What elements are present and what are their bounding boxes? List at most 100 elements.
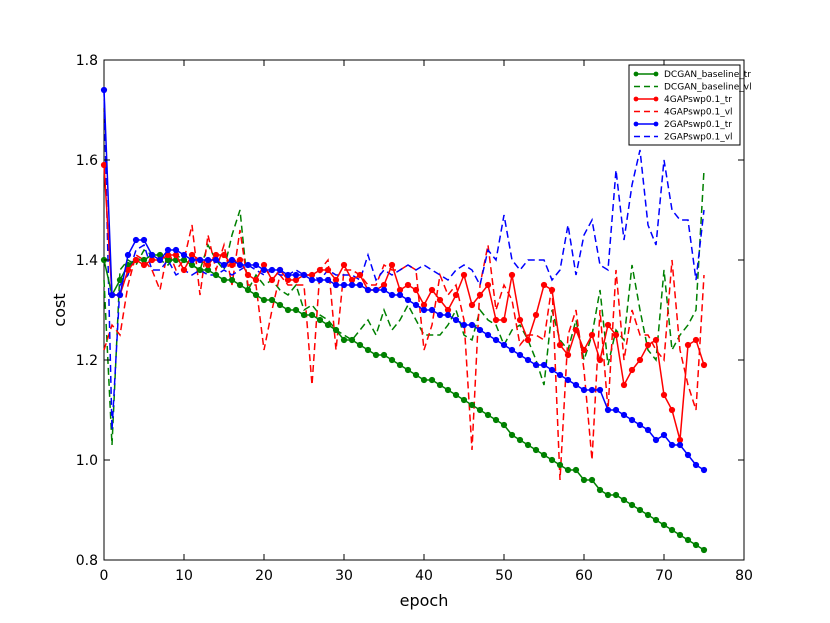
data-point-2gapswp0-1-tr [564, 376, 572, 384]
data-point-dcgan-baseline-tr [428, 376, 436, 384]
data-point-dcgan-baseline-tr [324, 321, 332, 329]
y-tick-label: 1.8 [76, 53, 98, 69]
y-axis-label: cost [50, 293, 69, 326]
legend-marker [653, 71, 659, 77]
data-point-4gapswp0-1-tr [484, 281, 492, 289]
series-4gapswp0-1-tr [100, 161, 708, 444]
data-point-4gapswp0-1-tr [148, 256, 156, 264]
data-point-dcgan-baseline-tr [476, 406, 484, 414]
data-point-dcgan-baseline-tr [364, 346, 372, 354]
data-point-dcgan-baseline-tr [196, 266, 204, 274]
data-point-dcgan-baseline-tr [556, 461, 564, 469]
data-point-2gapswp0-1-tr [164, 246, 172, 254]
data-point-4gapswp0-1-tr [596, 356, 604, 364]
data-point-dcgan-baseline-tr [212, 271, 220, 279]
data-point-dcgan-baseline-tr [380, 351, 388, 359]
data-point-2gapswp0-1-tr [548, 366, 556, 374]
data-point-4gapswp0-1-tr [556, 341, 564, 349]
data-point-4gapswp0-1-tr [388, 261, 396, 269]
data-point-2gapswp0-1-tr [684, 451, 692, 459]
data-point-2gapswp0-1-tr [404, 296, 412, 304]
legend-marker [633, 96, 639, 102]
data-point-2gapswp0-1-tr [660, 431, 668, 439]
data-point-4gapswp0-1-tr [332, 276, 340, 284]
data-point-dcgan-baseline-tr [692, 541, 700, 549]
data-point-dcgan-baseline-tr [492, 416, 500, 424]
data-point-4gapswp0-1-tr [628, 366, 636, 374]
data-point-2gapswp0-1-tr [236, 261, 244, 269]
data-point-2gapswp0-1-tr [676, 441, 684, 449]
data-point-4gapswp0-1-tr [668, 406, 676, 414]
data-point-4gapswp0-1-tr [612, 331, 620, 339]
data-point-4gapswp0-1-tr [220, 251, 228, 259]
legend-entry-4gapswp0-1-tr: 4GAPswp0.1_tr [664, 95, 732, 105]
data-point-2gapswp0-1-tr [292, 271, 300, 279]
data-point-2gapswp0-1-tr [116, 291, 124, 299]
data-point-dcgan-baseline-tr [348, 336, 356, 344]
data-point-2gapswp0-1-tr [484, 331, 492, 339]
data-point-dcgan-baseline-tr [660, 521, 668, 529]
legend-marker [633, 71, 639, 77]
data-point-4gapswp0-1-tr [292, 276, 300, 284]
data-point-dcgan-baseline-tr [420, 376, 428, 384]
data-point-4gapswp0-1-tr [260, 261, 268, 269]
data-point-2gapswp0-1-tr [148, 251, 156, 259]
data-point-4gapswp0-1-tr [468, 301, 476, 309]
data-point-4gapswp0-1-tr [412, 286, 420, 294]
data-point-2gapswp0-1-tr [572, 381, 580, 389]
legend-frame [628, 64, 741, 146]
data-point-dcgan-baseline-tr [548, 456, 556, 464]
data-point-4gapswp0-1-tr [172, 251, 180, 259]
ticks-layer: 0 10 20 30 40 50 60 70 80 0.8 1.0 1.2 1.4 1.6 1.8 [76, 53, 753, 584]
data-point-2gapswp0-1-tr [276, 266, 284, 274]
data-point-2gapswp0-1-tr [300, 271, 308, 279]
data-point-dcgan-baseline-tr [532, 446, 540, 454]
data-point-2gapswp0-1-tr [532, 361, 540, 369]
data-point-4gapswp0-1-tr [516, 316, 524, 324]
data-point-2gapswp0-1-tr [348, 281, 356, 289]
data-point-dcgan-baseline-tr [356, 341, 364, 349]
data-point-4gapswp0-1-tr [348, 276, 356, 284]
data-point-dcgan-baseline-tr [140, 256, 148, 264]
data-point-2gapswp0-1-tr [156, 256, 164, 264]
data-point-4gapswp0-1-tr [356, 271, 364, 279]
data-point-4gapswp0-1-tr [428, 286, 436, 294]
data-point-dcgan-baseline-tr [412, 371, 420, 379]
data-point-2gapswp0-1-tr [492, 336, 500, 344]
data-point-4gapswp0-1-tr [492, 316, 500, 324]
data-point-2gapswp0-1-tr [508, 346, 516, 354]
data-point-4gapswp0-1-tr [540, 281, 548, 289]
data-point-dcgan-baseline-tr [460, 396, 468, 404]
data-point-4gapswp0-1-tr [420, 301, 428, 309]
data-point-dcgan-baseline-tr [524, 441, 532, 449]
data-point-dcgan-baseline-tr [180, 256, 188, 264]
y-tick-label: 1.2 [76, 353, 98, 369]
data-point-dcgan-baseline-tr [684, 536, 692, 544]
data-point-2gapswp0-1-tr [612, 406, 620, 414]
series-line-dcgan-baseline-tr [103, 254, 705, 551]
data-point-4gapswp0-1-tr [436, 296, 444, 304]
data-point-dcgan-baseline-tr [652, 516, 660, 524]
data-point-2gapswp0-1-tr [396, 291, 404, 299]
data-point-2gapswp0-1-tr [372, 286, 380, 294]
data-point-4gapswp0-1-tr [692, 336, 700, 344]
x-tick-label: 80 [735, 568, 753, 584]
y-tick-label: 1.0 [76, 453, 98, 469]
data-point-2gapswp0-1-tr [692, 461, 700, 469]
series-line-2gapswp0-1-tr [103, 89, 705, 471]
legend-marker [653, 121, 659, 127]
data-point-2gapswp0-1-tr [420, 306, 428, 314]
data-point-dcgan-baseline-tr [228, 276, 236, 284]
data-point-2gapswp0-1-tr [196, 256, 204, 264]
data-point-dcgan-baseline-tr [540, 451, 548, 459]
data-point-4gapswp0-1-tr [564, 351, 572, 359]
data-point-dcgan-baseline-tr [668, 526, 676, 534]
data-point-dcgan-baseline-tr [252, 291, 260, 299]
data-point-2gapswp0-1-tr [228, 256, 236, 264]
data-point-4gapswp0-1-tr [188, 251, 196, 259]
data-point-2gapswp0-1-tr [188, 256, 196, 264]
data-point-2gapswp0-1-tr [204, 256, 212, 264]
data-point-2gapswp0-1-tr [212, 256, 220, 264]
data-point-4gapswp0-1-tr [636, 356, 644, 364]
data-point-dcgan-baseline-tr [340, 336, 348, 344]
